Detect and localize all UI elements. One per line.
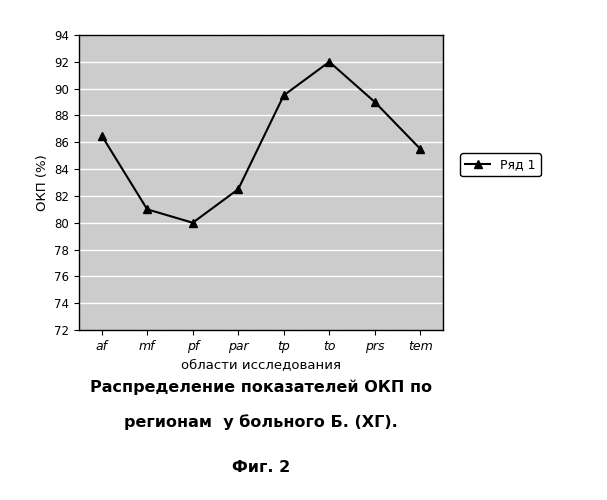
Ряд 1	[98, 132, 106, 138]
Ряд 1	[189, 220, 197, 226]
Ряд 1	[280, 92, 288, 98]
Ряд 1	[371, 99, 379, 105]
Ряд 1	[143, 206, 151, 212]
Text: Фиг. 2: Фиг. 2	[232, 460, 290, 475]
Ряд 1	[325, 59, 333, 65]
Text: Распределение показателей ОКП по: Распределение показателей ОКП по	[90, 380, 432, 395]
Line: Ряд 1: Ряд 1	[98, 58, 424, 227]
Ряд 1	[234, 186, 242, 192]
Y-axis label: ОКП (%): ОКП (%)	[36, 154, 49, 211]
X-axis label: области исследования: области исследования	[181, 358, 341, 372]
Legend: Ряд 1: Ряд 1	[460, 154, 541, 176]
Ряд 1	[417, 146, 424, 152]
Text: регионам  у больного Б. (ХГ).: регионам у больного Б. (ХГ).	[124, 414, 398, 430]
